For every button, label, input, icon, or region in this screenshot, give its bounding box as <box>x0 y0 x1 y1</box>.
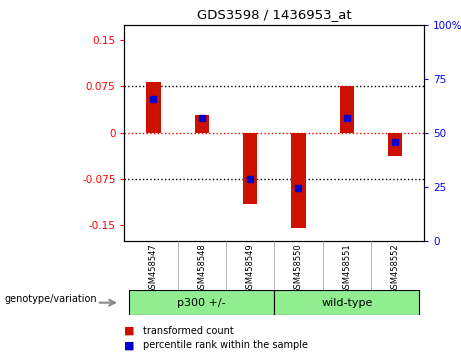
Text: p300 +/-: p300 +/- <box>177 298 226 308</box>
Bar <box>274 290 420 315</box>
Text: transformed count: transformed count <box>143 326 234 336</box>
Text: wild-type: wild-type <box>321 298 372 308</box>
Text: percentile rank within the sample: percentile rank within the sample <box>143 340 308 350</box>
Text: GSM458548: GSM458548 <box>197 243 207 294</box>
Bar <box>388 133 402 156</box>
Text: ■: ■ <box>124 326 135 336</box>
Text: GSM458552: GSM458552 <box>390 243 400 294</box>
Title: GDS3598 / 1436953_at: GDS3598 / 1436953_at <box>197 8 352 21</box>
Text: genotype/variation: genotype/variation <box>5 294 97 304</box>
Bar <box>129 290 274 315</box>
Text: GSM458549: GSM458549 <box>246 243 254 294</box>
Bar <box>340 86 354 133</box>
Bar <box>243 133 257 204</box>
Text: GSM458551: GSM458551 <box>342 243 351 294</box>
Text: GSM458550: GSM458550 <box>294 243 303 294</box>
Text: ■: ■ <box>124 340 135 350</box>
Text: GSM458547: GSM458547 <box>149 243 158 294</box>
Bar <box>291 133 306 228</box>
Bar <box>195 115 209 133</box>
Bar <box>146 82 161 133</box>
